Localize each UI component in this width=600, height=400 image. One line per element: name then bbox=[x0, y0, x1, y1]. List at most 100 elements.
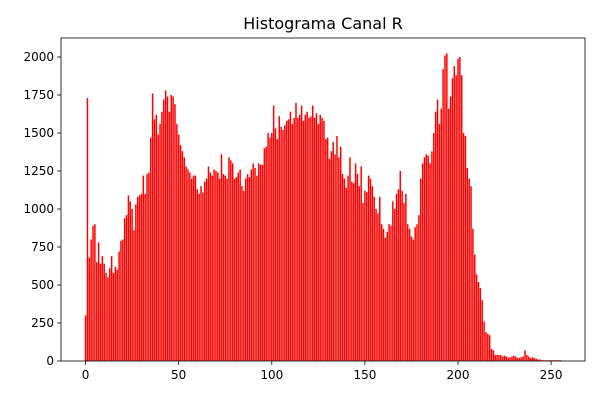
bar bbox=[535, 358, 537, 361]
bar bbox=[310, 116, 312, 361]
bar bbox=[354, 163, 357, 361]
bar bbox=[230, 160, 232, 361]
bar bbox=[472, 228, 474, 361]
bar bbox=[220, 154, 223, 361]
bar bbox=[243, 190, 245, 361]
bar bbox=[375, 209, 377, 361]
bar bbox=[366, 192, 368, 361]
bar bbox=[84, 315, 87, 361]
bar bbox=[474, 254, 476, 361]
bar bbox=[507, 357, 510, 361]
bar bbox=[291, 123, 294, 361]
bar bbox=[369, 178, 372, 361]
bar bbox=[325, 139, 327, 361]
bar bbox=[131, 209, 133, 361]
bar bbox=[457, 58, 459, 362]
bar bbox=[194, 175, 197, 361]
x-tick-label: 200 bbox=[447, 368, 470, 382]
axes-frame bbox=[60, 37, 586, 362]
bar bbox=[217, 172, 219, 361]
bar bbox=[330, 151, 333, 361]
bar bbox=[490, 348, 493, 361]
bar bbox=[425, 154, 428, 361]
bar bbox=[462, 133, 465, 361]
bar bbox=[345, 187, 348, 361]
bar bbox=[99, 263, 102, 361]
bar bbox=[505, 356, 508, 361]
bar bbox=[127, 195, 130, 361]
bar bbox=[380, 224, 383, 361]
bar bbox=[252, 163, 254, 361]
bar bbox=[352, 183, 355, 361]
bar bbox=[185, 166, 187, 361]
bar bbox=[123, 218, 126, 361]
bar bbox=[196, 189, 199, 361]
bar bbox=[198, 193, 200, 361]
bar bbox=[129, 201, 132, 361]
bar bbox=[522, 356, 524, 361]
bar bbox=[120, 240, 122, 361]
chart-title: Histograma Canal R bbox=[243, 14, 402, 33]
bar bbox=[250, 169, 253, 361]
bar bbox=[101, 256, 104, 361]
y-tick-label: 750 bbox=[31, 240, 54, 254]
bar bbox=[395, 193, 398, 361]
bar bbox=[328, 158, 331, 361]
bar bbox=[289, 111, 292, 361]
x-tick-label: 250 bbox=[540, 368, 563, 382]
bar bbox=[362, 202, 364, 361]
bar bbox=[161, 111, 163, 361]
bar bbox=[284, 125, 286, 362]
bar bbox=[326, 137, 329, 361]
bar bbox=[444, 55, 446, 361]
bar bbox=[298, 114, 301, 361]
bar bbox=[468, 178, 470, 361]
bar bbox=[125, 215, 128, 361]
bar bbox=[278, 116, 280, 361]
bar bbox=[531, 357, 534, 361]
bar bbox=[416, 224, 418, 361]
bar bbox=[393, 209, 396, 361]
y-tick-label: 0 bbox=[46, 354, 54, 368]
bar bbox=[339, 146, 342, 361]
bar bbox=[433, 133, 435, 361]
bar bbox=[150, 137, 152, 361]
bar bbox=[109, 268, 111, 361]
bar bbox=[312, 105, 314, 361]
bar bbox=[423, 157, 426, 361]
bar bbox=[172, 96, 174, 362]
bar bbox=[418, 215, 420, 361]
bar bbox=[511, 356, 513, 361]
bar bbox=[479, 288, 482, 361]
bar bbox=[492, 350, 495, 361]
bar bbox=[133, 230, 135, 361]
bar bbox=[228, 157, 230, 361]
bar bbox=[306, 111, 308, 361]
bar bbox=[449, 96, 452, 362]
bar bbox=[447, 108, 450, 362]
bar bbox=[282, 129, 284, 361]
y-tick-label: 1750 bbox=[23, 88, 54, 102]
bar bbox=[103, 263, 105, 361]
bar bbox=[520, 357, 523, 361]
bar bbox=[351, 181, 353, 361]
bar bbox=[142, 175, 145, 361]
bar bbox=[453, 66, 456, 362]
bar bbox=[537, 359, 539, 361]
bar bbox=[488, 335, 491, 361]
bar bbox=[371, 186, 374, 361]
bar bbox=[88, 257, 91, 361]
x-tick-label: 150 bbox=[353, 368, 376, 382]
bar bbox=[170, 95, 172, 361]
bar bbox=[332, 142, 334, 361]
bar bbox=[315, 113, 318, 362]
bar bbox=[475, 274, 478, 361]
bar bbox=[105, 272, 107, 361]
bar bbox=[446, 53, 448, 362]
bar bbox=[421, 163, 424, 361]
bar bbox=[192, 175, 195, 361]
x-tick-label: 50 bbox=[171, 368, 186, 382]
bar bbox=[135, 204, 137, 361]
bar bbox=[302, 120, 305, 361]
bar bbox=[248, 177, 251, 361]
